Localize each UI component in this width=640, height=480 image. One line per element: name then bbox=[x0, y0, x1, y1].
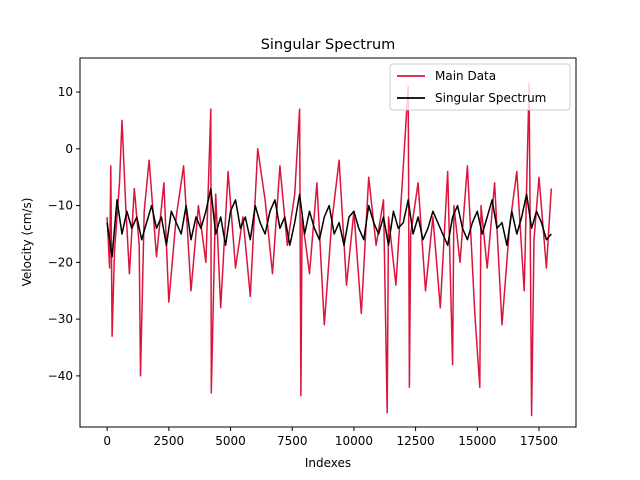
x-tick-label: 10000 bbox=[335, 434, 373, 448]
x-tick-label: 2500 bbox=[154, 434, 185, 448]
x-axis-title: Indexes bbox=[305, 456, 351, 470]
plot-area bbox=[79, 57, 577, 428]
series-layer bbox=[106, 82, 553, 417]
plot-background bbox=[80, 58, 576, 427]
y-tick-label: 0 bbox=[65, 142, 73, 156]
x-tick-label: 7500 bbox=[277, 434, 308, 448]
plot-frame bbox=[79, 57, 577, 428]
series-line-singular-spectrum bbox=[106, 187, 552, 258]
x-tick-label: 12500 bbox=[397, 434, 435, 448]
x-tick-label: 17500 bbox=[520, 434, 558, 448]
series-line-main-data bbox=[106, 82, 553, 417]
y-tick-label: −30 bbox=[48, 312, 73, 326]
y-axis: 10 0 −10 −20 −30 −40 bbox=[48, 85, 80, 383]
y-tick-label: −40 bbox=[48, 369, 73, 383]
x-tick-label: 15000 bbox=[458, 434, 496, 448]
y-axis-title: Velocity (cm/s) bbox=[20, 198, 34, 287]
y-tick-label: 10 bbox=[58, 85, 73, 99]
legend: Main Data Singular Spectrum bbox=[389, 63, 571, 111]
x-axis: 0 2500 5000 7500 10000 12500 15000 17500 bbox=[103, 427, 558, 448]
y-tick-label: −20 bbox=[48, 255, 73, 269]
x-tick-label: 0 bbox=[103, 434, 111, 448]
y-tick-label: −10 bbox=[48, 199, 73, 213]
legend-label-main-data: Main Data bbox=[435, 69, 496, 83]
chart-title: Singular Spectrum bbox=[261, 37, 396, 53]
x-tick-label: 5000 bbox=[215, 434, 246, 448]
legend-box bbox=[389, 63, 571, 111]
legend-label-singular-spectrum: Singular Spectrum bbox=[435, 91, 546, 105]
